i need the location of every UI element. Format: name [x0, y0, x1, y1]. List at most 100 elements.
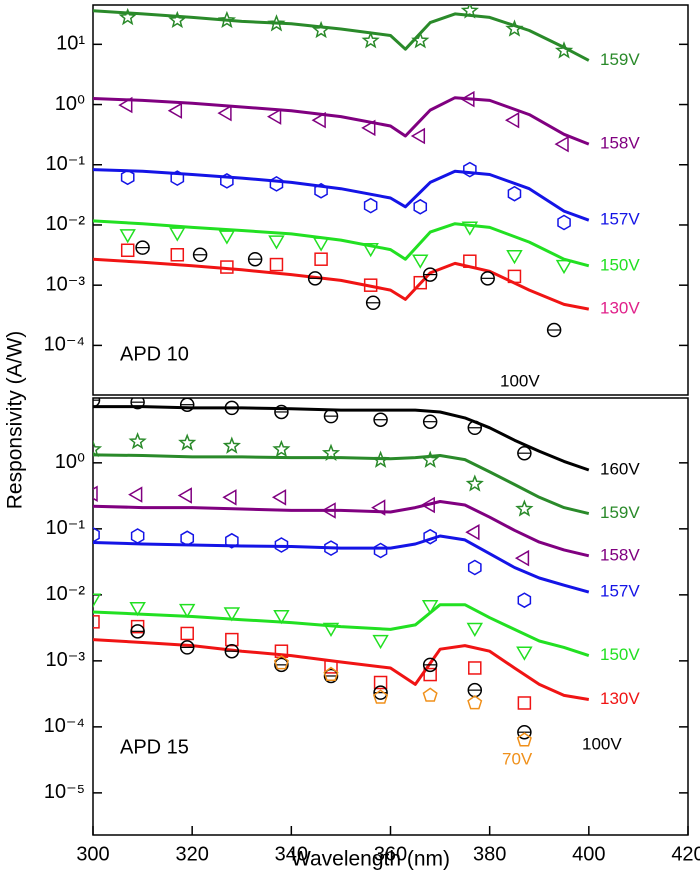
marker	[323, 666, 339, 681]
marker	[168, 10, 187, 29]
series-label: 160V	[600, 459, 640, 478]
marker	[506, 250, 523, 265]
marker	[314, 182, 328, 199]
fit-line	[93, 96, 590, 146]
y-tick-label: 10⁻⁴	[44, 715, 85, 737]
series-label: 70V	[502, 749, 533, 768]
y-tick-label: 10⁻¹	[46, 153, 86, 175]
marker	[460, 90, 475, 108]
y-tick-label: 10¹	[56, 33, 85, 55]
marker	[271, 489, 287, 506]
series-label: 159V	[600, 50, 640, 69]
marker	[312, 20, 331, 39]
marker	[361, 31, 380, 49]
marker	[217, 104, 232, 122]
marker	[422, 267, 438, 282]
marker	[468, 661, 482, 675]
y-axis-title: Responsivity (A/W)	[4, 331, 27, 510]
marker	[268, 235, 285, 250]
marker	[411, 31, 430, 49]
y-tick-label: 10⁻¹	[46, 517, 86, 539]
marker	[93, 398, 101, 408]
marker	[410, 127, 426, 145]
marker	[273, 654, 289, 670]
marker	[421, 599, 439, 615]
marker	[224, 643, 240, 659]
marker	[314, 252, 328, 266]
series-label: 150V	[600, 255, 640, 274]
marker	[507, 269, 522, 284]
marker	[93, 615, 100, 629]
marker	[505, 19, 524, 37]
marker	[467, 559, 482, 576]
marker	[505, 111, 520, 129]
marker	[128, 432, 147, 450]
marker	[371, 499, 386, 516]
marker	[365, 295, 381, 311]
series-label: 157V	[600, 210, 640, 229]
marker	[514, 549, 530, 567]
marker	[422, 657, 438, 673]
series-label: 150V	[600, 645, 640, 664]
series-label: 100V	[500, 371, 540, 390]
fit-line	[93, 453, 590, 516]
marker	[324, 540, 338, 556]
marker	[413, 275, 427, 290]
marker	[179, 640, 195, 655]
marker	[421, 450, 440, 468]
marker	[373, 412, 388, 427]
marker	[557, 214, 571, 231]
marker	[324, 660, 338, 674]
y-tick-label: 10⁻²	[46, 213, 86, 235]
series-label: 130V	[600, 689, 640, 708]
marker	[467, 695, 483, 710]
marker	[129, 602, 146, 617]
x-tick-label: 400	[572, 843, 605, 865]
marker	[373, 542, 388, 559]
x-tick-label: 380	[473, 843, 506, 865]
marker	[323, 668, 339, 684]
marker	[220, 173, 234, 189]
marker	[465, 524, 480, 541]
fit-line	[93, 603, 590, 658]
panel-annotation: APD 15	[120, 736, 189, 758]
marker	[361, 119, 376, 137]
marker	[120, 243, 135, 258]
marker	[372, 634, 389, 650]
series-label: 130V	[600, 299, 640, 318]
marker	[130, 624, 145, 639]
marker	[307, 271, 323, 286]
panel-annotation: APD 10	[120, 343, 189, 365]
fit-line	[93, 219, 590, 268]
marker	[363, 278, 378, 292]
marker	[420, 496, 435, 514]
plot-area	[93, 398, 590, 747]
marker	[135, 240, 150, 255]
marker	[274, 537, 289, 553]
marker	[554, 135, 569, 153]
marker	[480, 271, 495, 286]
marker	[225, 632, 239, 647]
plot-frame	[92, 4, 689, 396]
marker	[312, 237, 330, 252]
series-label: 159V	[600, 503, 640, 522]
marker	[93, 527, 100, 543]
marker	[321, 502, 336, 519]
y-tick-label: 10⁻³	[46, 649, 86, 671]
marker	[118, 96, 133, 114]
marker	[311, 111, 326, 129]
marker	[170, 248, 185, 262]
x-tick-label: 360	[374, 843, 407, 865]
marker	[423, 667, 437, 682]
marker	[167, 102, 183, 119]
marker	[169, 227, 186, 242]
marker	[180, 530, 195, 547]
marker	[177, 487, 192, 504]
marker	[517, 696, 532, 710]
marker	[467, 682, 483, 698]
plot-area	[93, 5, 590, 338]
marker	[321, 443, 341, 462]
series-label: 100V	[582, 734, 622, 753]
marker	[93, 593, 102, 608]
